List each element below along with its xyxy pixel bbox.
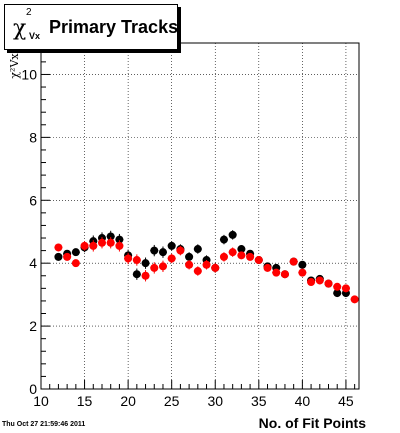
black-data-point (106, 232, 115, 241)
red-data-point (289, 257, 298, 266)
red-data-point (315, 276, 324, 285)
red-data-point (54, 243, 63, 252)
red-data-point (237, 251, 246, 260)
red-data-point (63, 252, 72, 261)
x-tick-label: 25 (164, 393, 180, 409)
red-data-point (167, 254, 176, 263)
x-tick-label: 35 (251, 393, 267, 409)
red-data-point (132, 256, 141, 265)
x-tick-label: 20 (120, 393, 136, 409)
black-data-point (150, 246, 159, 255)
data-points (54, 230, 359, 304)
black-data-point (237, 245, 246, 254)
red-data-point (246, 252, 255, 261)
red-data-point (193, 267, 202, 276)
red-data-point (307, 278, 316, 287)
red-data-point (219, 252, 228, 261)
x-axis-label: No. of Fit Points (259, 415, 367, 431)
red-data-point (341, 284, 350, 293)
black-data-point (167, 241, 176, 250)
red-data-point (324, 279, 333, 288)
red-data-point (89, 241, 98, 250)
red-data-point (80, 241, 89, 250)
black-data-point (132, 270, 141, 279)
chart-title-box: χ 2 Vx Primary Tracks (4, 4, 178, 50)
y-axis-label: χ²Vx (8, 53, 21, 79)
black-data-point (115, 235, 124, 244)
black-data-point (141, 259, 150, 268)
red-data-point (350, 295, 359, 304)
red-data-point (263, 263, 272, 272)
y-tick-label: 4 (29, 255, 37, 271)
red-data-point (124, 254, 133, 263)
black-data-point (298, 260, 307, 269)
red-data-point (150, 263, 159, 272)
red-data-point (211, 263, 220, 272)
y-tick-label: 6 (29, 192, 37, 208)
plot-frame (40, 42, 360, 390)
y-tick-label: 2 (29, 318, 37, 334)
x-tick-label: 45 (338, 393, 354, 409)
black-data-point (54, 252, 63, 261)
chi-symbol: χ (13, 16, 27, 41)
black-data-point (228, 230, 237, 239)
red-data-point (176, 246, 185, 255)
red-data-point (115, 241, 124, 250)
red-data-point (228, 248, 237, 257)
red-data-point (272, 268, 281, 277)
x-tick-label: 15 (77, 393, 93, 409)
black-data-point (185, 252, 194, 261)
black-data-point (333, 289, 342, 298)
red-data-point (141, 271, 150, 280)
x-tick-label: 30 (207, 393, 223, 409)
red-data-point (333, 282, 342, 291)
red-data-point (71, 259, 80, 268)
red-data-point (185, 260, 194, 269)
chi-superscript: 2 (26, 7, 32, 18)
red-data-point (280, 270, 289, 279)
axis-ticks: 10 15 20 25 30 35 40 45 0 2 4 6 8 10 (21, 48, 356, 409)
x-tick-label: 40 (295, 393, 311, 409)
grid-lines (40, 43, 359, 390)
red-data-point (298, 268, 307, 277)
black-data-point (158, 248, 167, 257)
red-data-point (158, 262, 167, 271)
red-data-point (254, 256, 263, 265)
chi-subscript: Vx (29, 31, 41, 41)
red-data-point (97, 238, 106, 247)
chart-title: Primary Tracks (49, 17, 179, 37)
black-data-point (193, 245, 202, 254)
y-tick-label: 8 (29, 129, 37, 145)
x-tick-label: 10 (33, 393, 49, 409)
y-tick-label: 10 (21, 66, 37, 82)
red-data-point (106, 238, 115, 247)
y-tick-label: 0 (29, 381, 37, 397)
black-data-point (219, 235, 228, 244)
black-data-point (71, 248, 80, 257)
timestamp-footer: Thu Oct 27 21:59:46 2011 (2, 421, 86, 428)
red-data-point (202, 260, 211, 269)
